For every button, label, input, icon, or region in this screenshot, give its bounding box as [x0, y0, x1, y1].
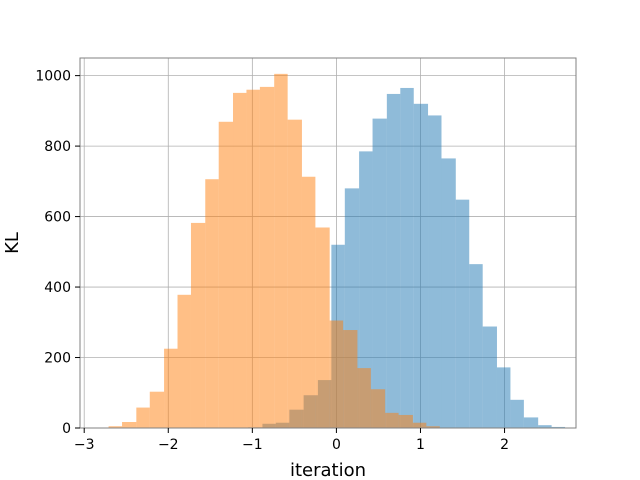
histogram-bar: [496, 367, 511, 428]
histogram-bar: [357, 368, 371, 428]
histogram-bars: [108, 73, 566, 429]
histogram-bar: [413, 103, 429, 429]
y-tick-label: 600: [44, 210, 71, 226]
histogram-bar: [190, 222, 206, 428]
x-tick-label: 2: [500, 437, 509, 453]
histogram-bar: [315, 227, 330, 428]
histogram-bar: [523, 417, 539, 428]
histogram-bar: [426, 426, 440, 428]
histogram-bar: [412, 422, 427, 428]
y-tick-label: 800: [44, 139, 71, 155]
histogram-bar: [510, 399, 524, 428]
histogram-bar: [372, 118, 387, 428]
y-tick-label: 200: [44, 351, 71, 367]
histogram-bar: [218, 121, 234, 429]
histogram-bar: [246, 89, 260, 428]
y-tick-label: 0: [62, 421, 71, 437]
histogram-bar: [301, 176, 316, 428]
histogram-bar: [177, 294, 191, 428]
histogram-bar: [259, 86, 275, 429]
histogram-bar: [233, 92, 247, 428]
histogram-bar: [287, 119, 302, 429]
histogram-bar: [482, 326, 497, 428]
y-axis-label: KL: [2, 232, 23, 254]
x-tick-label: 0: [332, 437, 341, 453]
histogram-bar: [441, 158, 456, 428]
histogram-bar: [164, 348, 178, 428]
histogram-series-2: [108, 73, 440, 429]
histogram-bar: [149, 391, 165, 428]
histogram-bar: [386, 93, 401, 428]
histogram-bar: [122, 422, 137, 428]
x-axis-label: iteration: [290, 460, 366, 480]
x-tick-label: −3: [74, 437, 95, 453]
histogram-bar: [428, 115, 442, 428]
y-tick-label: 400: [44, 280, 71, 296]
x-tick-label: 1: [416, 437, 425, 453]
histogram-bar: [329, 320, 344, 428]
plot-frame: [79, 57, 577, 429]
x-tick-label: −2: [158, 437, 179, 453]
histogram-bar: [359, 151, 373, 428]
histogram-bar: [274, 73, 288, 428]
histogram-bar: [398, 414, 413, 428]
histogram-bar: [400, 87, 414, 428]
histogram-bar: [538, 425, 552, 428]
histogram-bar: [385, 412, 399, 428]
histogram-bar: [455, 199, 470, 428]
histogram-bar: [108, 426, 123, 428]
y-tick-label: 1000: [35, 69, 71, 85]
histogram-bar: [343, 330, 358, 428]
x-tick-label: −1: [242, 437, 263, 453]
histogram-bar: [136, 407, 150, 428]
axis-ticks: −3 −2 −1 0 1 2 0 200 400 600 800 1000: [35, 69, 509, 453]
histogram-bar: [551, 426, 566, 428]
histogram-bar: [370, 389, 386, 428]
histogram-bar: [205, 179, 219, 428]
histogram-bar: [469, 264, 483, 428]
